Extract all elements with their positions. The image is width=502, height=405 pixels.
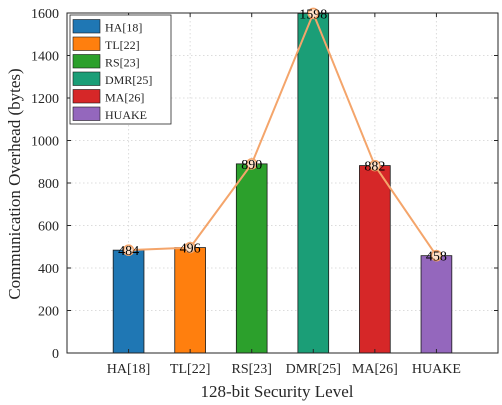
legend-entry: HA[18] (105, 21, 142, 35)
bars (112, 13, 453, 354)
data-label: 496 (180, 242, 201, 257)
y-tick-labels: 0 200 400 600 800 1000 1200 1400 1600 (31, 7, 59, 362)
legend-entry: DMR[25] (105, 73, 152, 87)
x-tick-labels: HA[18] TL[22] RS[23] DMR[25] MA[26] HUAKE (107, 362, 461, 377)
y-tick-label: 200 (38, 305, 59, 320)
y-tick-label: 1000 (31, 135, 59, 150)
overlay-point (307, 7, 320, 20)
legend-entry: HUAKE (105, 108, 147, 122)
data-label: 458 (426, 250, 447, 265)
legend-entry: TL[22] (105, 38, 140, 52)
x-axis-label: 128-bit Security Level (201, 382, 354, 401)
bar-rs-23 (235, 163, 268, 354)
y-tick-label: 0 (52, 347, 59, 362)
x-tick-label: DMR[25] (286, 362, 341, 377)
legend: HA[18] TL[22] RS[23] DMR[25] MA[26] HUAKE (69, 14, 172, 125)
bar-ha-18 (112, 249, 145, 354)
bar-dmr-25 (297, 13, 330, 354)
data-label: 882 (364, 160, 385, 175)
overlay-point (369, 159, 381, 172)
y-tick-label: 1200 (31, 92, 59, 107)
legend-swatch (72, 19, 101, 34)
data-label: 484 (118, 244, 139, 259)
data-label: 1598 (299, 7, 327, 22)
legend-swatch (72, 89, 101, 104)
legend-swatch (72, 54, 101, 69)
data-label: 890 (241, 158, 262, 173)
y-tick-label: 1400 (31, 50, 59, 65)
legend-swatch (72, 71, 101, 86)
legend-entry: RS[23] (105, 56, 140, 70)
bar-tl-22 (174, 247, 206, 354)
overlay-series-line (128, 10, 438, 257)
legend-swatch (72, 106, 101, 121)
y-axis-label: Communication Overhead (bytes) (5, 68, 24, 299)
bar-huake (420, 255, 453, 354)
x-tick-label: MA[26] (352, 362, 398, 377)
x-tick-label: RS[23] (231, 362, 271, 377)
y-tick-label: 400 (38, 262, 59, 277)
x-tick-label: HUAKE (412, 362, 461, 377)
overlay-line (122, 7, 443, 262)
y-tick-label: 800 (38, 177, 59, 192)
overlay-point (184, 241, 196, 254)
y-tick-label: 1600 (31, 7, 59, 22)
x-tick-label: HA[18] (107, 362, 151, 377)
overlay-point (245, 158, 258, 170)
legend-entry: MA[26] (105, 91, 144, 105)
data-labels: 484 496 890 1598 882 458 (118, 7, 447, 264)
axes (66, 12, 499, 354)
bar-ma-26 (359, 165, 391, 354)
overlay-point (122, 244, 135, 256)
y-tick-label: 600 (38, 220, 59, 235)
x-tick-label: TL[22] (170, 362, 210, 377)
overlay-point (430, 249, 443, 262)
legend-swatch (72, 36, 101, 51)
